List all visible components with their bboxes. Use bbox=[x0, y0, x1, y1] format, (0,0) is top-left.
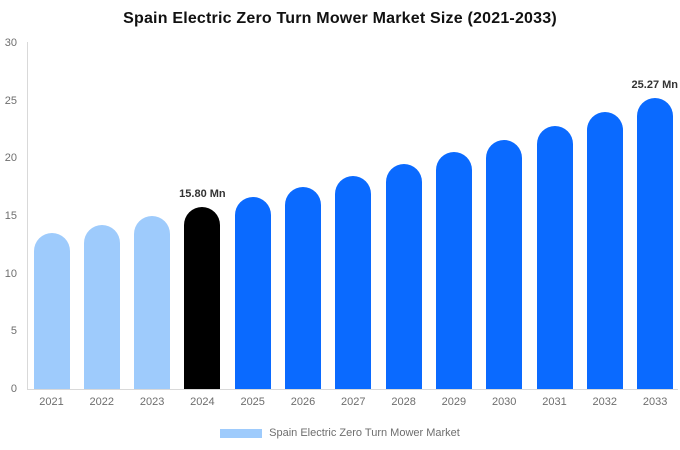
bar-value-label: 15.80 Mn bbox=[179, 187, 226, 200]
x-axis-tick-label: 2027 bbox=[341, 396, 366, 408]
y-axis-tick-label: 5 bbox=[10, 325, 17, 338]
x-axis-tick-label: 2028 bbox=[391, 396, 416, 408]
x-axis-tick-label: 2021 bbox=[39, 396, 64, 408]
bar-2030[interactable] bbox=[486, 139, 523, 389]
bar-2025[interactable] bbox=[234, 196, 271, 389]
y-axis-tick-label: 20 bbox=[4, 152, 17, 165]
y-axis-tick-label: 0 bbox=[10, 383, 17, 395]
x-axis-tick-label: 2031 bbox=[542, 396, 567, 408]
x-axis-tick-label: 2029 bbox=[441, 396, 467, 408]
bar-2024[interactable] bbox=[184, 206, 221, 389]
x-axis-tick-label: 2033 bbox=[642, 396, 668, 408]
bar-2032[interactable] bbox=[586, 112, 623, 389]
x-axis-tick-label: 2025 bbox=[240, 396, 265, 408]
bar-2026[interactable] bbox=[285, 186, 321, 389]
y-axis-tick-label: 15 bbox=[4, 210, 17, 222]
bar-2029[interactable] bbox=[435, 152, 472, 389]
legend-item[interactable]: Spain Electric Zero Turn Mower Market bbox=[0, 424, 680, 442]
y-axis-tick-label: 30 bbox=[4, 37, 17, 49]
y-axis-tick-label: 10 bbox=[4, 267, 17, 280]
bar-2033[interactable] bbox=[637, 97, 674, 389]
x-axis-tick-label: 2026 bbox=[290, 396, 316, 408]
x-axis-tick-label: 2022 bbox=[89, 396, 115, 408]
bar-value-label: 25.27 Mn bbox=[631, 78, 678, 91]
y-axis-tick-label: 25 bbox=[4, 94, 17, 107]
x-axis-tick-label: 2030 bbox=[491, 396, 517, 408]
bar-2027[interactable] bbox=[335, 175, 372, 389]
x-axis-tick-label: 2023 bbox=[139, 396, 165, 408]
bar-2023[interactable] bbox=[134, 216, 171, 389]
x-axis-tick-label: 2024 bbox=[190, 396, 215, 408]
legend-label: Spain Electric Zero Turn Mower Market bbox=[269, 427, 460, 439]
bar-2022[interactable] bbox=[83, 224, 120, 389]
chart-title: Spain Electric Zero Turn Mower Market Si… bbox=[123, 10, 557, 27]
legend-swatch-icon bbox=[220, 428, 263, 438]
x-axis-tick-label: 2032 bbox=[592, 396, 618, 408]
bar-2021[interactable] bbox=[33, 233, 70, 389]
x-axis-line bbox=[27, 389, 678, 390]
bar-2031[interactable] bbox=[536, 126, 573, 389]
bar-2028[interactable] bbox=[385, 164, 422, 389]
y-axis-line bbox=[27, 42, 28, 389]
